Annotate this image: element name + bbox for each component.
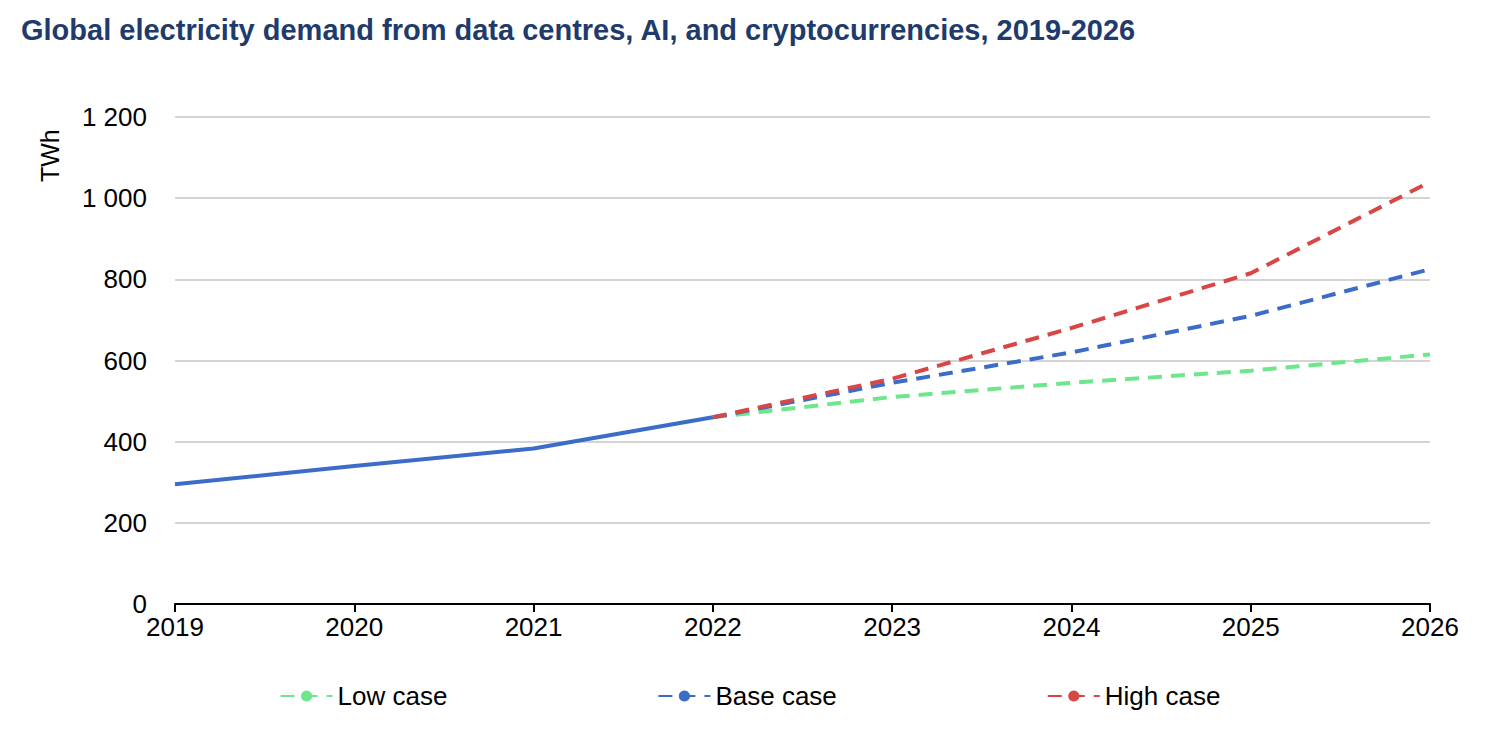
svg-text:2026: 2026 [1401,612,1459,642]
svg-text:Global electricity demand from: Global electricity demand from data cent… [21,14,1135,46]
svg-text:2025: 2025 [1222,612,1280,642]
svg-text:0: 0 [133,589,147,619]
svg-text:2021: 2021 [505,612,563,642]
svg-text:1 000: 1 000 [82,183,147,213]
svg-text:2020: 2020 [325,612,383,642]
svg-text:2023: 2023 [863,612,921,642]
svg-text:Low case: Low case [338,681,448,711]
svg-text:Base case: Base case [715,681,836,711]
svg-text:2024: 2024 [1043,612,1101,642]
svg-text:200: 200 [104,508,147,538]
svg-text:800: 800 [104,264,147,294]
svg-text:High case: High case [1105,681,1221,711]
svg-text:600: 600 [104,346,147,376]
svg-text:TWh: TWh [36,129,64,182]
svg-text:1 200: 1 200 [82,102,147,132]
svg-text:2019: 2019 [146,612,204,642]
svg-text:400: 400 [104,427,147,457]
svg-text:2022: 2022 [684,612,742,642]
